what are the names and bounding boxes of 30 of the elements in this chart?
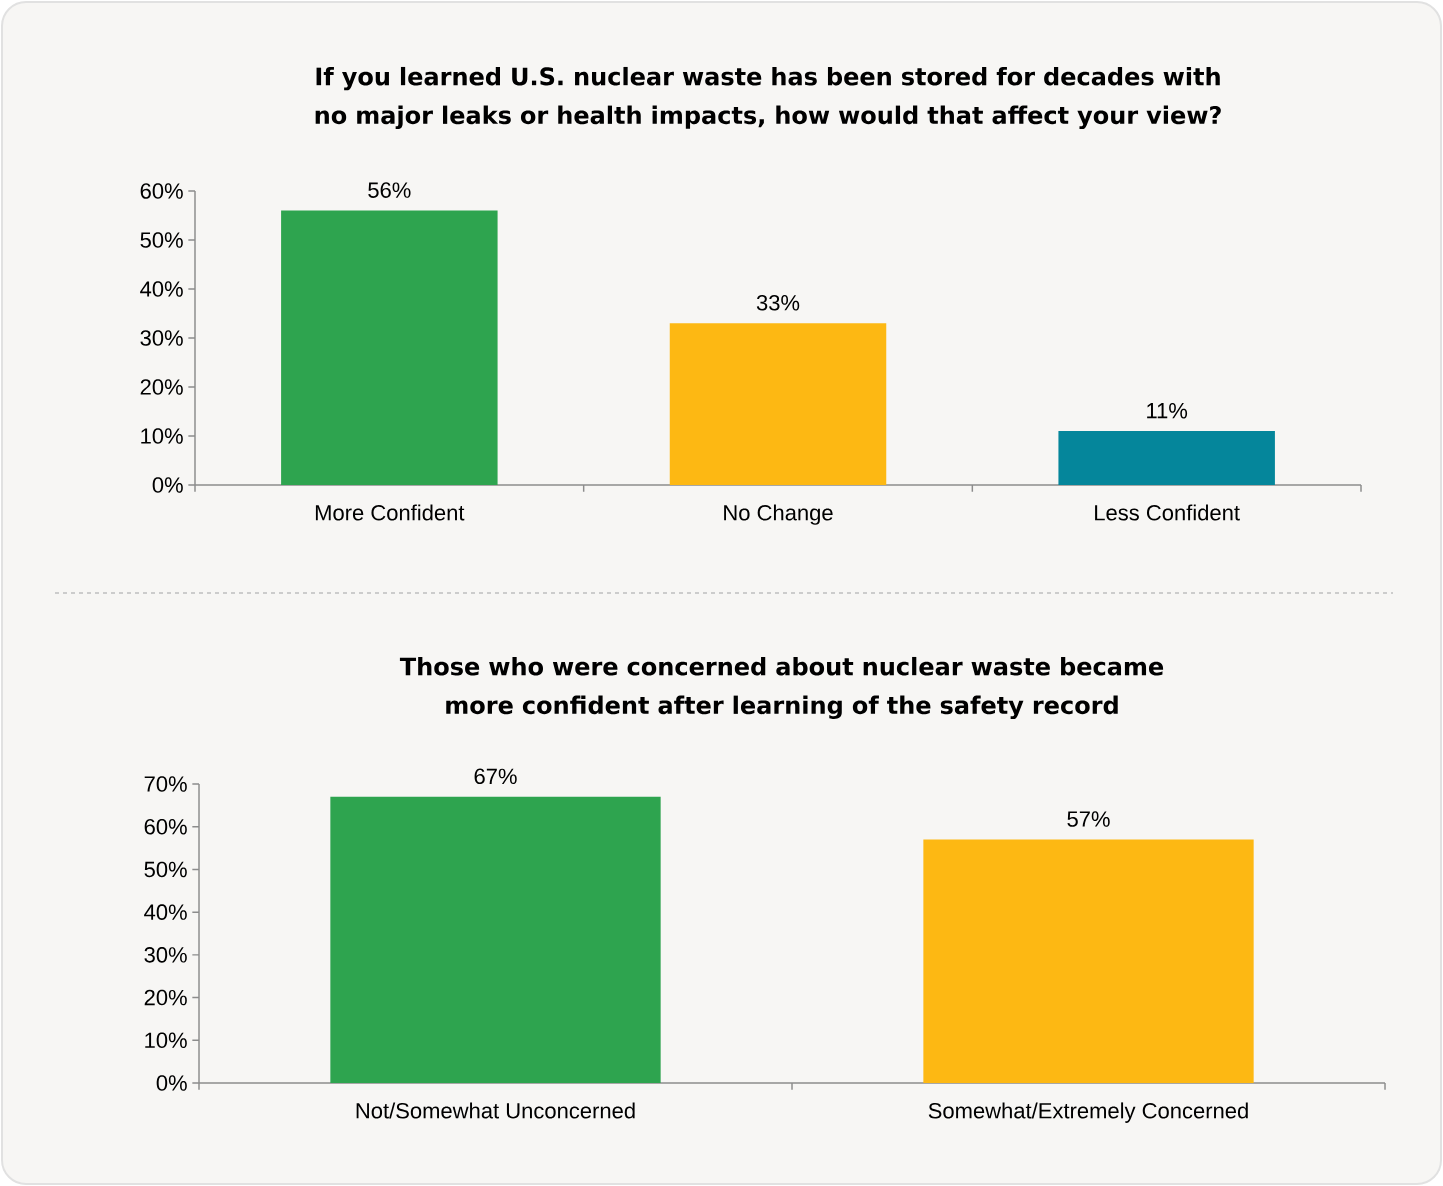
bar	[669, 323, 887, 485]
data-label: 67%	[474, 768, 517, 785]
y-tick-label: 50%	[140, 232, 183, 248]
y-tick-label: 40%	[144, 904, 187, 920]
y-tick-label: 0%	[156, 1075, 187, 1091]
data-label: 33%	[756, 295, 800, 311]
y-tick-label: 70%	[144, 776, 187, 792]
y-tick-label: 10%	[141, 428, 183, 444]
x-tick-label: Less Confident	[1095, 504, 1240, 521]
x-tick-label: No Change	[724, 504, 833, 525]
y-tick-label: 0%	[152, 477, 183, 493]
bar	[1058, 431, 1275, 485]
x-tick-label: Somewhat/Extremely Concerned	[928, 1102, 1248, 1123]
chart-title: Those who were concerned about nuclear waste became more confident after learning of the safety record	[399, 656, 1164, 720]
bar	[281, 210, 498, 485]
y-tick-label: 30%	[140, 330, 183, 346]
x-tick-label: More Confident	[315, 504, 465, 521]
x-tick-label: Not/Somewhat Unconcerned	[356, 1102, 635, 1119]
y-tick-label: 60%	[144, 818, 187, 835]
data-label: 56%	[368, 182, 411, 198]
data-label: 57%	[1067, 811, 1110, 827]
y-tick-label: 50%	[144, 861, 187, 878]
y-tick-label: 60%	[140, 183, 183, 199]
y-tick-label: 20%	[140, 379, 183, 395]
y-tick-label: 20%	[144, 989, 187, 1006]
y-tick-label: 10%	[145, 1032, 187, 1049]
y-tick-label: 30%	[144, 947, 187, 963]
y-tick-label: 40%	[140, 281, 183, 297]
data-label: 11%	[1147, 402, 1188, 419]
chart-title: If you learned U.S. nuclear waste has been stored for decades with no major leaks or health impacts, how would that affect your view?	[315, 66, 1221, 130]
